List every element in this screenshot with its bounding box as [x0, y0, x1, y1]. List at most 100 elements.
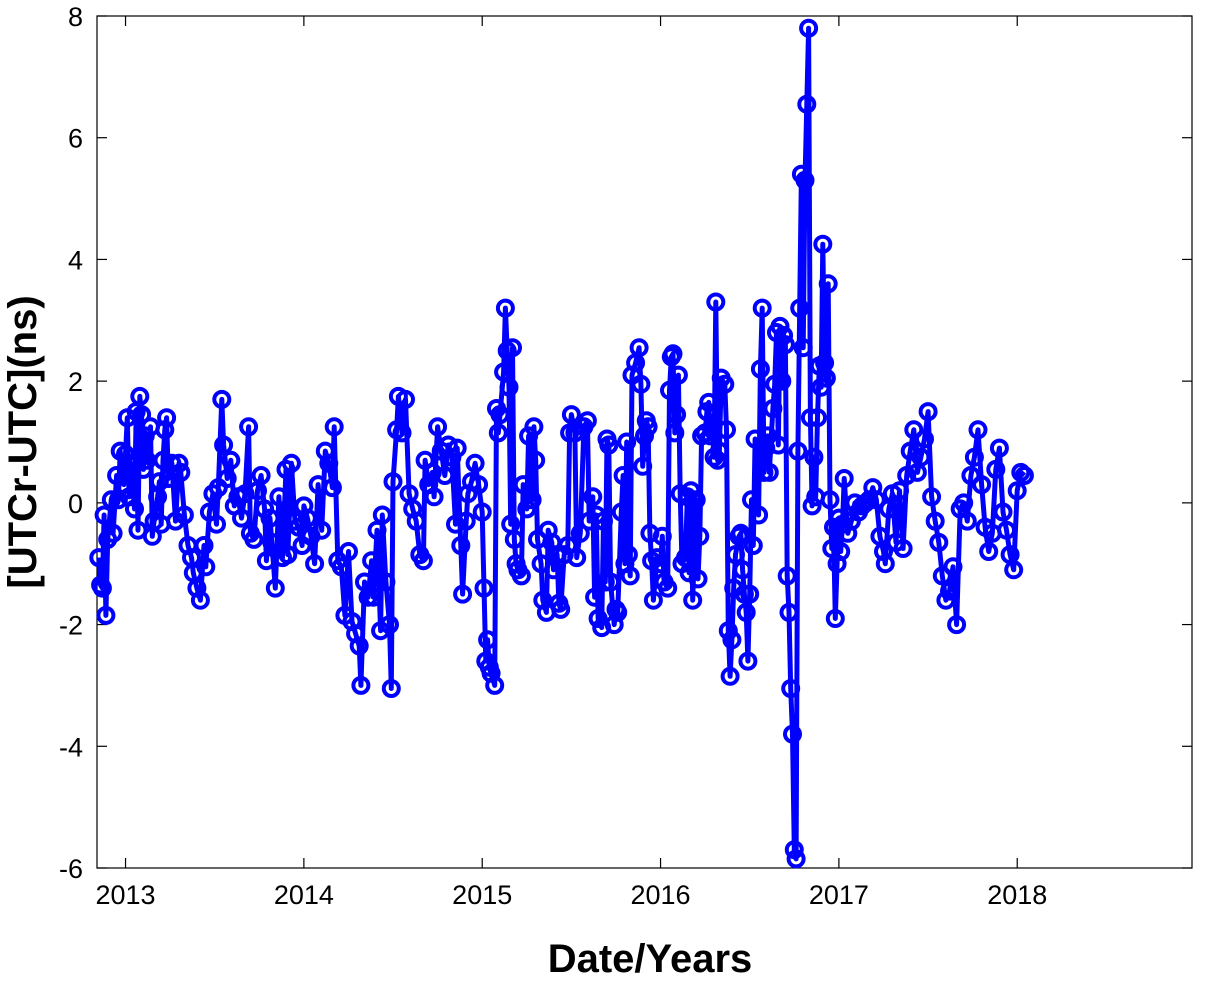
- data-point: [643, 590, 663, 610]
- data-point: [396, 389, 415, 409]
- data-point: [802, 496, 822, 516]
- data-point: [911, 447, 931, 467]
- data-point: [638, 417, 658, 437]
- data-point: [1014, 466, 1034, 485]
- x-tick-label: 2013: [95, 880, 155, 910]
- data-point: [130, 386, 150, 406]
- data-point: [503, 338, 522, 358]
- data-series: [89, 18, 1034, 869]
- data-point: [758, 426, 778, 446]
- data-point: [157, 408, 177, 428]
- data-point: [768, 435, 788, 455]
- data-point: [660, 380, 679, 400]
- data-point: [599, 435, 619, 455]
- data-point: [772, 371, 792, 391]
- data-point: [561, 405, 581, 425]
- data-point: [504, 529, 524, 549]
- data-point: [585, 587, 605, 607]
- data-point: [742, 490, 761, 510]
- data-point: [490, 405, 510, 425]
- data-point: [511, 566, 531, 586]
- y-tick-label: -2: [59, 611, 83, 641]
- data-point: [281, 453, 301, 473]
- data-point: [406, 511, 426, 531]
- y-tick-label: -4: [59, 732, 83, 762]
- data-point: [94, 505, 114, 525]
- data-point: [618, 545, 638, 565]
- data-point: [221, 450, 241, 470]
- data-point: [731, 523, 751, 543]
- data-point: [363, 587, 383, 607]
- data-point: [818, 274, 838, 294]
- data-point: [804, 447, 824, 467]
- data-point: [706, 292, 726, 312]
- data-point: [793, 338, 813, 358]
- data-point: [989, 438, 1009, 458]
- data-point: [89, 548, 109, 568]
- data-point: [964, 447, 984, 467]
- data-point: [319, 453, 339, 473]
- data-point: [339, 542, 358, 561]
- data-point: [196, 557, 216, 577]
- data-point: [101, 490, 121, 510]
- y-tick-label: 4: [68, 245, 83, 275]
- data-point: [874, 542, 893, 561]
- data-point: [617, 432, 637, 452]
- data-point: [688, 569, 708, 589]
- data-point: [428, 417, 448, 437]
- data-point: [775, 335, 795, 355]
- data-point: [740, 584, 760, 604]
- axis-ticks: [97, 15, 1192, 869]
- data-point: [709, 441, 729, 461]
- data-point: [834, 469, 854, 488]
- data-point: [788, 441, 808, 461]
- data-point: [312, 520, 332, 540]
- data-point: [269, 487, 289, 507]
- data-point: [132, 405, 152, 425]
- data-point: [155, 420, 175, 440]
- data-point: [722, 630, 742, 650]
- data-point: [651, 554, 671, 574]
- data-point: [904, 420, 924, 440]
- data-point: [954, 493, 974, 513]
- data-point: [125, 499, 144, 519]
- data-point: [278, 545, 298, 565]
- data-point: [781, 679, 801, 698]
- data-point: [174, 505, 194, 525]
- data-point: [658, 578, 678, 598]
- data-point: [413, 551, 433, 571]
- data-point: [594, 511, 613, 531]
- data-point: [424, 487, 444, 507]
- data-point: [169, 453, 189, 473]
- data-point: [779, 602, 799, 622]
- data-point: [372, 505, 392, 525]
- data-point: [813, 234, 833, 254]
- data-point: [383, 472, 403, 492]
- data-point: [583, 487, 603, 507]
- data-point: [322, 478, 342, 498]
- data-point: [214, 435, 234, 455]
- data-point: [652, 526, 672, 546]
- data-point: [469, 475, 489, 495]
- data-point: [784, 840, 804, 860]
- data-point: [324, 417, 344, 437]
- data-point: [759, 462, 779, 482]
- data-point: [708, 450, 728, 470]
- data-point: [478, 630, 498, 650]
- data-point: [738, 651, 758, 671]
- data-point: [435, 466, 455, 485]
- data-point: [890, 481, 909, 501]
- data-point: [262, 532, 282, 552]
- y-tick-label: -6: [59, 854, 83, 884]
- data-point: [957, 511, 977, 531]
- data-point: [750, 359, 770, 379]
- data-point: [733, 560, 753, 580]
- data-point: [717, 420, 736, 440]
- data-point: [749, 505, 769, 525]
- data-point: [972, 475, 992, 495]
- data-point: [743, 536, 763, 555]
- data-point: [601, 572, 621, 592]
- data-point: [770, 316, 790, 336]
